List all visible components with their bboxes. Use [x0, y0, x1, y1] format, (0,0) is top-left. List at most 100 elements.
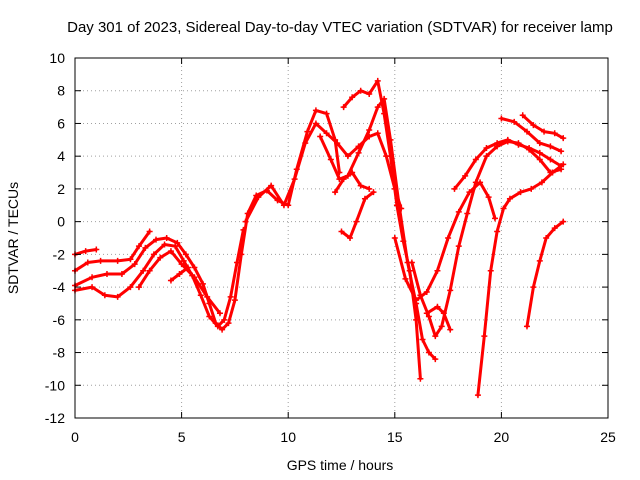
plot-frame — [74, 57, 609, 419]
data-point — [492, 215, 499, 222]
y-tick-label: 10 — [49, 50, 65, 66]
data-point — [167, 277, 174, 284]
data-point — [538, 179, 545, 186]
data-point — [84, 259, 91, 266]
data-point — [483, 153, 490, 160]
data-point — [483, 145, 490, 151]
data-point — [332, 189, 339, 196]
data-point — [551, 130, 558, 137]
data-point — [268, 182, 275, 189]
data-point — [374, 77, 381, 84]
data-point — [323, 110, 330, 117]
y-axis-label: SDTVAR / TECUs — [5, 182, 21, 294]
data-point — [432, 333, 439, 340]
tick-layer: 0 5 10 15 20 25 -12 -10 -8 -6 -4 -2 0 2 4 6 8 10 — [45, 50, 616, 445]
data-point — [302, 140, 309, 147]
data-point — [366, 127, 373, 133]
data-point — [558, 148, 565, 155]
data-point — [161, 241, 168, 248]
data-point — [114, 257, 121, 264]
x-tick-label: 15 — [387, 429, 403, 445]
x-tick-label: 10 — [280, 429, 296, 445]
data-point — [153, 236, 160, 243]
data-point — [374, 130, 381, 137]
series-arc-10 — [340, 190, 375, 240]
data-point — [445, 235, 452, 241]
data-point — [474, 392, 481, 399]
data-point — [413, 297, 420, 304]
data-point — [182, 251, 189, 258]
data-point — [536, 140, 543, 147]
data-point — [425, 349, 432, 356]
data-point — [361, 195, 368, 202]
data-point — [400, 238, 407, 245]
data-point — [323, 130, 330, 137]
data-point — [523, 323, 530, 330]
data-point — [93, 246, 100, 253]
data-point — [304, 128, 311, 135]
x-tick-label: 0 — [71, 429, 79, 445]
data-point — [434, 267, 441, 274]
data-point — [199, 280, 206, 287]
y-tick-label: -10 — [45, 377, 65, 393]
data-point — [234, 259, 241, 266]
data-point — [530, 284, 537, 291]
data-point — [432, 356, 439, 363]
data-point — [549, 169, 556, 176]
data-point — [528, 185, 535, 192]
data-point — [127, 284, 134, 291]
series-layer — [72, 77, 567, 399]
data-point — [118, 271, 125, 277]
data-point — [357, 182, 364, 189]
data-point — [506, 195, 513, 202]
data-point — [347, 235, 354, 241]
data-point — [225, 320, 232, 327]
y-tick-label: -12 — [45, 410, 65, 426]
data-point — [344, 153, 351, 160]
data-point — [413, 316, 420, 323]
y-tick-label: -8 — [53, 345, 66, 361]
data-point — [89, 274, 96, 281]
data-point — [381, 110, 388, 117]
data-point — [485, 194, 492, 201]
y-tick-label: 4 — [57, 148, 65, 164]
data-point — [366, 185, 373, 192]
data-point — [101, 292, 108, 299]
y-tick-label: -4 — [53, 279, 66, 295]
data-point — [560, 161, 567, 168]
data-point — [526, 145, 533, 151]
series-arc-13 — [425, 305, 452, 332]
data-point — [366, 91, 373, 97]
data-point — [517, 189, 524, 196]
data-point — [184, 264, 191, 271]
data-point — [312, 120, 319, 127]
data-point — [536, 149, 543, 156]
data-point — [451, 185, 458, 192]
data-point — [114, 293, 121, 300]
series-arc-9 — [342, 79, 422, 381]
data-point — [417, 292, 424, 299]
data-point — [240, 226, 247, 233]
data-point — [82, 248, 89, 255]
grid-layer — [75, 58, 608, 418]
y-tick-label: 2 — [57, 181, 65, 197]
data-point — [425, 313, 432, 320]
data-point — [291, 176, 298, 183]
data-point — [393, 202, 400, 209]
data-point — [547, 143, 554, 150]
data-point — [89, 284, 96, 291]
data-point — [551, 225, 558, 232]
data-point — [191, 264, 198, 271]
data-point — [163, 235, 170, 241]
data-point — [487, 267, 494, 274]
chart-title: Day 301 of 2023, Sidereal Day-to-day VTE… — [67, 19, 613, 36]
y-tick-label: -2 — [53, 246, 66, 262]
series-arc-5 — [137, 249, 222, 315]
data-point — [180, 257, 187, 264]
data-point — [434, 303, 441, 310]
data-point — [504, 136, 511, 143]
data-point — [406, 267, 413, 274]
data-point — [417, 375, 424, 382]
data-point — [511, 118, 518, 125]
data-point — [178, 261, 185, 268]
